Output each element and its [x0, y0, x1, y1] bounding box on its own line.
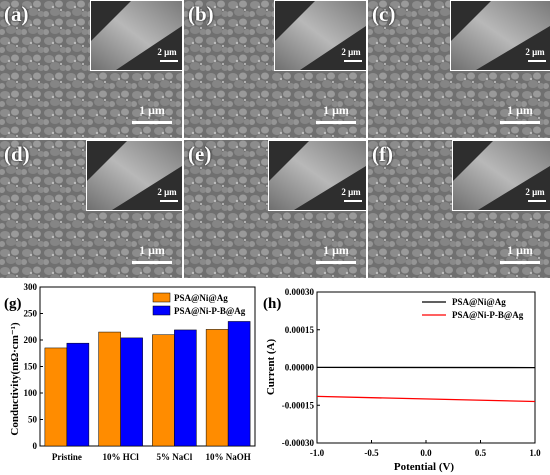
inset-scale-bar — [344, 200, 362, 202]
legend-label: PSA@Ni@Ag — [174, 293, 228, 303]
scale-bar — [132, 121, 172, 124]
sem-inset-fiber — [86, 140, 182, 211]
panel-label: (e) — [188, 142, 212, 166]
scale-bar — [316, 261, 356, 264]
scale-bar-label: 1 μm — [323, 103, 349, 117]
y-tick-label: 0.00015 — [285, 325, 315, 335]
y-tick-label: 250 — [24, 309, 38, 319]
conductivity-bar-chart: (g) Conductivity(mΩ·cm⁻¹) 0 50 100 150 200 25… — [4, 282, 256, 462]
y-tick-label: 100 — [24, 388, 38, 398]
x-tick-label: -0.5 — [364, 448, 379, 458]
y-tick-label: 150 — [24, 362, 38, 372]
x-tick-label: 0.0 — [420, 448, 432, 458]
scale-bar-label: 1 μm — [139, 243, 165, 257]
inset-scale-label: 2 μm — [341, 47, 361, 57]
bar-ni-ag — [98, 331, 121, 447]
inset-scale-label: 2 μm — [341, 187, 361, 197]
scale-bar — [500, 121, 540, 124]
y-axis-label: Current (A) — [265, 339, 277, 396]
inset-scale-label: 2 μm — [525, 47, 545, 57]
sem-inset-fiber — [268, 140, 366, 211]
panel-label: (f) — [372, 142, 393, 166]
scale-bar-label: 1 μm — [139, 103, 165, 117]
bar-ni-p-b-ag — [227, 321, 251, 447]
inset-scale-bar — [528, 60, 546, 62]
panel-label: (a) — [4, 2, 29, 26]
x-tick-label: -1.0 — [310, 448, 325, 458]
sem-panel-f: (f) 2 μm 1 μm — [368, 140, 550, 278]
sem-inset-fiber — [452, 140, 550, 211]
sem-inset-fiber — [450, 0, 550, 71]
current-potential-chart: (h) Current (A) Potential (V) 0.00030 0.0… — [263, 287, 541, 473]
inset-scale-bar — [528, 200, 546, 202]
x-tick-label: 5% NaCl — [157, 452, 193, 462]
legend-label: PSA@Ni@Ag — [452, 297, 506, 307]
x-tick-label: 10% NaOH — [205, 452, 250, 462]
sem-panel-c: (c) 2 μm 1 μm — [368, 0, 550, 138]
legend-label: PSA@Ni-P-B@Ag — [452, 310, 524, 320]
x-tick-label: Pristine — [52, 452, 82, 462]
y-tick-label: -0.00015 — [282, 400, 315, 410]
panel-label: (g) — [4, 296, 22, 312]
legend-swatch — [152, 292, 171, 303]
scale-bar-label: 1 μm — [507, 243, 533, 257]
scale-bar-label: 1 μm — [323, 243, 349, 257]
y-axis-label: Conductivity(mΩ·cm⁻¹) — [9, 322, 21, 436]
inset-scale-label: 2 μm — [157, 47, 177, 57]
sem-panel-a: (a) 2 μm 1 μm — [0, 0, 182, 138]
y-tick-label: 300 — [24, 282, 38, 292]
x-tick-label: 10% HCl — [102, 452, 139, 462]
bar-ni-ag — [205, 329, 229, 447]
inset-scale-bar — [160, 200, 178, 202]
scale-bar-label: 1 μm — [507, 103, 533, 117]
sem-inset-fiber — [274, 0, 366, 71]
y-tick-label: 0 — [33, 441, 38, 451]
y-tick-label: 200 — [24, 335, 38, 345]
scale-bar — [316, 121, 356, 124]
bar-ni-p-b-ag — [120, 337, 143, 447]
inset-scale-bar — [160, 60, 178, 62]
legend-label: PSA@Ni-P-B@Ag — [174, 306, 246, 316]
legend-swatch — [152, 305, 171, 316]
y-tick-label: -0.00030 — [282, 438, 315, 448]
bar-ni-p-b-ag — [174, 329, 197, 447]
sem-panel-e: (e) 2 μm 1 μm — [184, 140, 366, 278]
sem-inset-fiber — [90, 0, 182, 71]
inset-scale-bar — [344, 60, 362, 62]
x-tick-label: 1.0 — [529, 448, 541, 458]
x-tick-label: 0.5 — [475, 448, 487, 458]
inset-scale-label: 2 μm — [157, 187, 177, 197]
panel-label: (h) — [263, 296, 281, 312]
sem-panel-d: (d) 2 μm 1 μm — [0, 140, 182, 278]
x-axis-label: Potential (V) — [394, 461, 455, 473]
y-tick-label: 50 — [28, 415, 38, 425]
bar-ni-ag — [44, 347, 68, 447]
panel-label: (c) — [372, 2, 396, 26]
sem-panel-b: (b) 2 μm 1 μm — [184, 0, 366, 138]
y-tick-label: 0.00000 — [285, 363, 315, 373]
bar-ni-ag — [152, 334, 175, 447]
panel-label: (d) — [4, 142, 30, 166]
bar-ni-p-b-ag — [66, 342, 90, 447]
scale-bar — [500, 261, 540, 264]
panel-label: (b) — [188, 2, 214, 26]
series-line-ni-p-b-ag — [316, 395, 536, 403]
inset-scale-label: 2 μm — [525, 187, 545, 197]
scale-bar — [132, 261, 172, 264]
y-tick-label: 0.00030 — [285, 287, 315, 297]
